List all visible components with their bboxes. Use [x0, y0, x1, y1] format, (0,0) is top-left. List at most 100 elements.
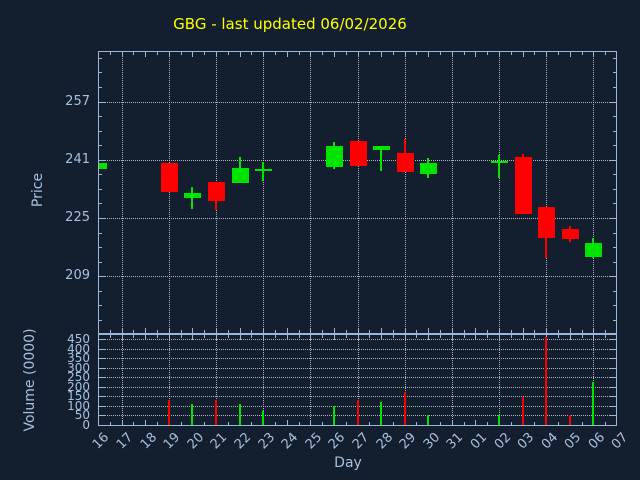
day-minor-tick-mark: [251, 422, 253, 425]
volume-tick-mark: [99, 339, 105, 340]
day-minor-tick-mark: [109, 422, 111, 425]
day-tick-mark: [333, 52, 335, 57]
day-tick-label: 31: [444, 430, 467, 453]
day-minor-tick-mark: [416, 422, 418, 425]
day-tick-mark: [310, 335, 312, 340]
volume-bar-day-29: [403, 391, 406, 425]
day-minor-tick-mark: [156, 330, 158, 333]
day-minor-tick-mark: [156, 52, 158, 55]
day-minor-tick-mark: [581, 335, 583, 338]
day-minor-tick-mark: [581, 422, 583, 425]
volume-tick-mark: [610, 386, 616, 388]
day-tick-mark: [168, 335, 170, 340]
day-tick-mark: [239, 335, 241, 340]
day-tick-mark: [593, 335, 595, 340]
day-tick-mark: [286, 328, 288, 333]
day-tick-mark: [428, 335, 430, 340]
day-tick-mark: [168, 328, 170, 333]
day-minor-tick-mark: [180, 335, 182, 338]
day-tick-mark: [522, 335, 524, 340]
volume-tick-mark: [610, 348, 616, 350]
day-tick-mark: [145, 328, 147, 333]
day-minor-tick-mark: [463, 52, 465, 55]
price-minor-tick-mark: [613, 203, 616, 205]
price-minor-tick-mark: [613, 174, 616, 176]
day-minor-tick-mark: [510, 335, 512, 338]
day-tick-mark: [357, 328, 359, 333]
candle-day-30: [420, 163, 438, 175]
day-tick-mark: [569, 335, 571, 340]
day-minor-tick-mark: [251, 335, 253, 338]
day-minor-tick-mark: [581, 330, 583, 333]
volume-bar-day-22: [238, 403, 241, 425]
price-minor-tick-mark: [99, 86, 102, 88]
volume-tick-mark: [99, 396, 105, 398]
day-gridline: [310, 335, 312, 425]
day-gridline: [593, 335, 595, 425]
day-gridline: [263, 52, 265, 333]
chart-title: GBG - last updated 06/02/2026: [173, 15, 407, 33]
candle-day-03: [514, 157, 532, 214]
volume-bar-day-04: [545, 337, 548, 425]
day-minor-tick-mark: [274, 330, 276, 333]
volume-tick-mark: [99, 415, 105, 417]
volume-tick-mark: [99, 367, 105, 369]
day-gridline: [499, 52, 501, 333]
volume-bar-day-03: [521, 397, 524, 425]
day-tick-label: 21: [208, 430, 231, 453]
day-tick-label: 01: [467, 430, 491, 453]
day-minor-tick-mark: [463, 335, 465, 338]
day-minor-tick-mark: [534, 335, 536, 338]
day-gridline: [357, 335, 359, 425]
price-minor-tick-mark: [99, 261, 102, 263]
candle-day-04: [538, 206, 556, 238]
price-minor-tick-mark: [613, 130, 616, 132]
day-gridline: [593, 52, 595, 333]
day-minor-tick-mark: [440, 335, 442, 338]
day-tick-mark: [475, 328, 477, 333]
volume-tick-label: 0: [82, 418, 90, 432]
price-minor-tick-mark: [99, 203, 102, 205]
day-minor-tick-mark: [487, 52, 489, 55]
day-minor-tick-mark: [156, 335, 158, 338]
day-minor-tick-mark: [416, 330, 418, 333]
price-minor-tick-mark: [613, 319, 616, 321]
day-gridline: [215, 335, 217, 425]
day-minor-tick-mark: [251, 52, 253, 55]
candle-day-26: [325, 146, 343, 167]
day-tick-mark: [310, 420, 312, 425]
volume-tick-mark: [99, 386, 105, 388]
volume-tick-label: 400: [67, 341, 90, 356]
day-tick-mark: [451, 420, 453, 425]
day-minor-tick-mark: [298, 330, 300, 333]
candle-day-20: [184, 192, 202, 199]
day-minor-tick-mark: [298, 335, 300, 338]
day-minor-tick-mark: [227, 335, 229, 338]
day-tick-mark: [239, 328, 241, 333]
candle-day-02: [491, 161, 509, 164]
day-minor-tick-mark: [345, 330, 347, 333]
volume-tick-label: 150: [67, 389, 90, 404]
day-minor-tick-mark: [487, 422, 489, 425]
day-minor-tick-mark: [133, 422, 135, 425]
price-minor-tick-mark: [99, 247, 102, 249]
day-tick-mark: [263, 52, 265, 57]
day-tick-mark: [569, 52, 571, 57]
price-minor-tick-mark: [99, 305, 102, 307]
day-gridline: [404, 52, 406, 333]
candle-day-06: [585, 243, 603, 257]
price-minor-tick-mark: [99, 72, 102, 74]
day-minor-tick-mark: [227, 330, 229, 333]
day-minor-tick-mark: [322, 52, 324, 55]
day-tick-mark: [522, 52, 524, 57]
volume-panel: [98, 334, 617, 426]
day-tick-label: 26: [326, 430, 349, 453]
day-gridline: [451, 52, 453, 333]
price-minor-tick-mark: [613, 305, 616, 307]
day-minor-tick-mark: [369, 422, 371, 425]
volume-bar-day-06: [592, 382, 595, 425]
day-tick-mark: [499, 335, 501, 340]
price-minor-tick-mark: [613, 247, 616, 249]
volume-tick-label: 350: [67, 351, 90, 366]
day-tick-mark: [451, 52, 453, 57]
